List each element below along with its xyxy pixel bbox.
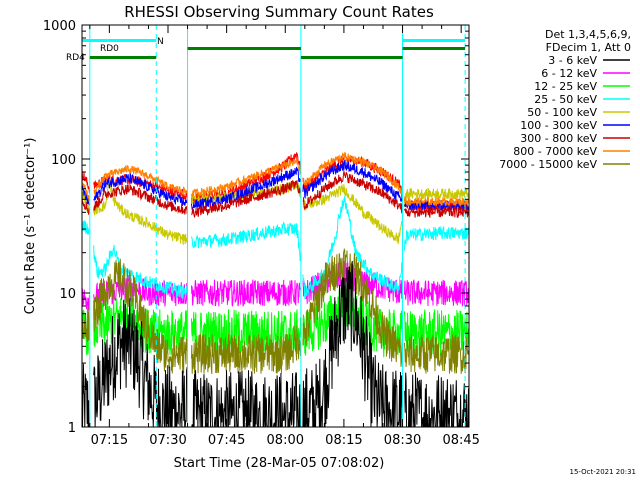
rd0-flag-bar-1 (187, 47, 301, 50)
legend-label-1: 3 - 6 keV (548, 54, 597, 67)
x-tick-label-7: 08:45 (442, 433, 479, 448)
n-flag-label: N (157, 37, 164, 47)
low-count-trace (82, 260, 469, 427)
x-axis: 07:15 07:30 07:45 08:00 08:15 08:30 08:45 (89, 25, 480, 448)
plot-area: N RD0 RD4 (66, 25, 469, 427)
y-tick-label-2: 10 (59, 287, 76, 302)
legend-label-7: 300 - 800 keV (520, 132, 597, 145)
rd0-flag-bar-2 (402, 47, 466, 50)
x-tick-label-1: 07:15 (91, 433, 128, 448)
legend-label-9: 7000 - 15000 keV (499, 158, 597, 171)
n-flag-bar-1 (82, 39, 90, 42)
series-line-1 (82, 152, 469, 212)
rd4-flag-label: RD4 (66, 53, 85, 63)
y-axis-label: Count Rate (s⁻¹ detector⁻¹) (23, 138, 38, 315)
rd4-flag-bar-1 (89, 56, 157, 59)
y-tick-label-3: 100 (51, 153, 76, 168)
n-flag-bar-2 (89, 39, 157, 42)
rd0-flag-label: RD0 (100, 44, 119, 54)
x-tick-label-6: 08:30 (384, 433, 421, 448)
series-line-2 (82, 260, 469, 311)
series-line-4 (82, 195, 469, 299)
legend: Det 1,3,4,5,6,9, FDecim 1, Att 0 3 - 6 k… (499, 28, 631, 171)
legend-label-3: 12 - 25 keV (534, 80, 597, 93)
x-tick-label-4: 08:00 (267, 433, 304, 448)
legend-label-6: 100 - 300 keV (520, 119, 597, 132)
flag-bars (82, 39, 466, 59)
chart-title: RHESSI Observing Summary Count Rates (124, 3, 434, 21)
series-line-9 (82, 247, 469, 375)
timestamp: 15-Oct-2021 20:31 (570, 468, 636, 476)
x-tick-label-2: 07:30 (149, 433, 186, 448)
x-axis-label: Start Time (28-Mar-05 07:08:02) (174, 456, 385, 471)
series-line-8 (82, 151, 469, 208)
y-tick-label-1: 1 (68, 421, 76, 436)
rd4-flag-bar-2 (300, 56, 403, 59)
x-tick-label-3: 07:45 (208, 433, 245, 448)
legend-header-line-1: Det 1,3,4,5,6,9, (545, 28, 631, 41)
y-tick-label-4: 1000 (43, 19, 76, 34)
x-tick-label-5: 08:15 (325, 433, 362, 448)
n-flag-bar-3 (402, 39, 466, 42)
y-axis: 1 10 100 1000 (43, 19, 469, 436)
legend-label-8: 800 - 7000 keV (513, 145, 597, 158)
legend-label-2: 6 - 12 keV (541, 67, 597, 80)
legend-header-line-2: FDecim 1, Att 0 (546, 41, 631, 54)
legend-label-4: 25 - 50 keV (534, 93, 597, 106)
legend-label-5: 50 - 100 keV (527, 106, 597, 119)
plot-frame (81, 24, 470, 428)
series-line-7 (82, 169, 469, 219)
plot-clipped-group (82, 25, 469, 427)
